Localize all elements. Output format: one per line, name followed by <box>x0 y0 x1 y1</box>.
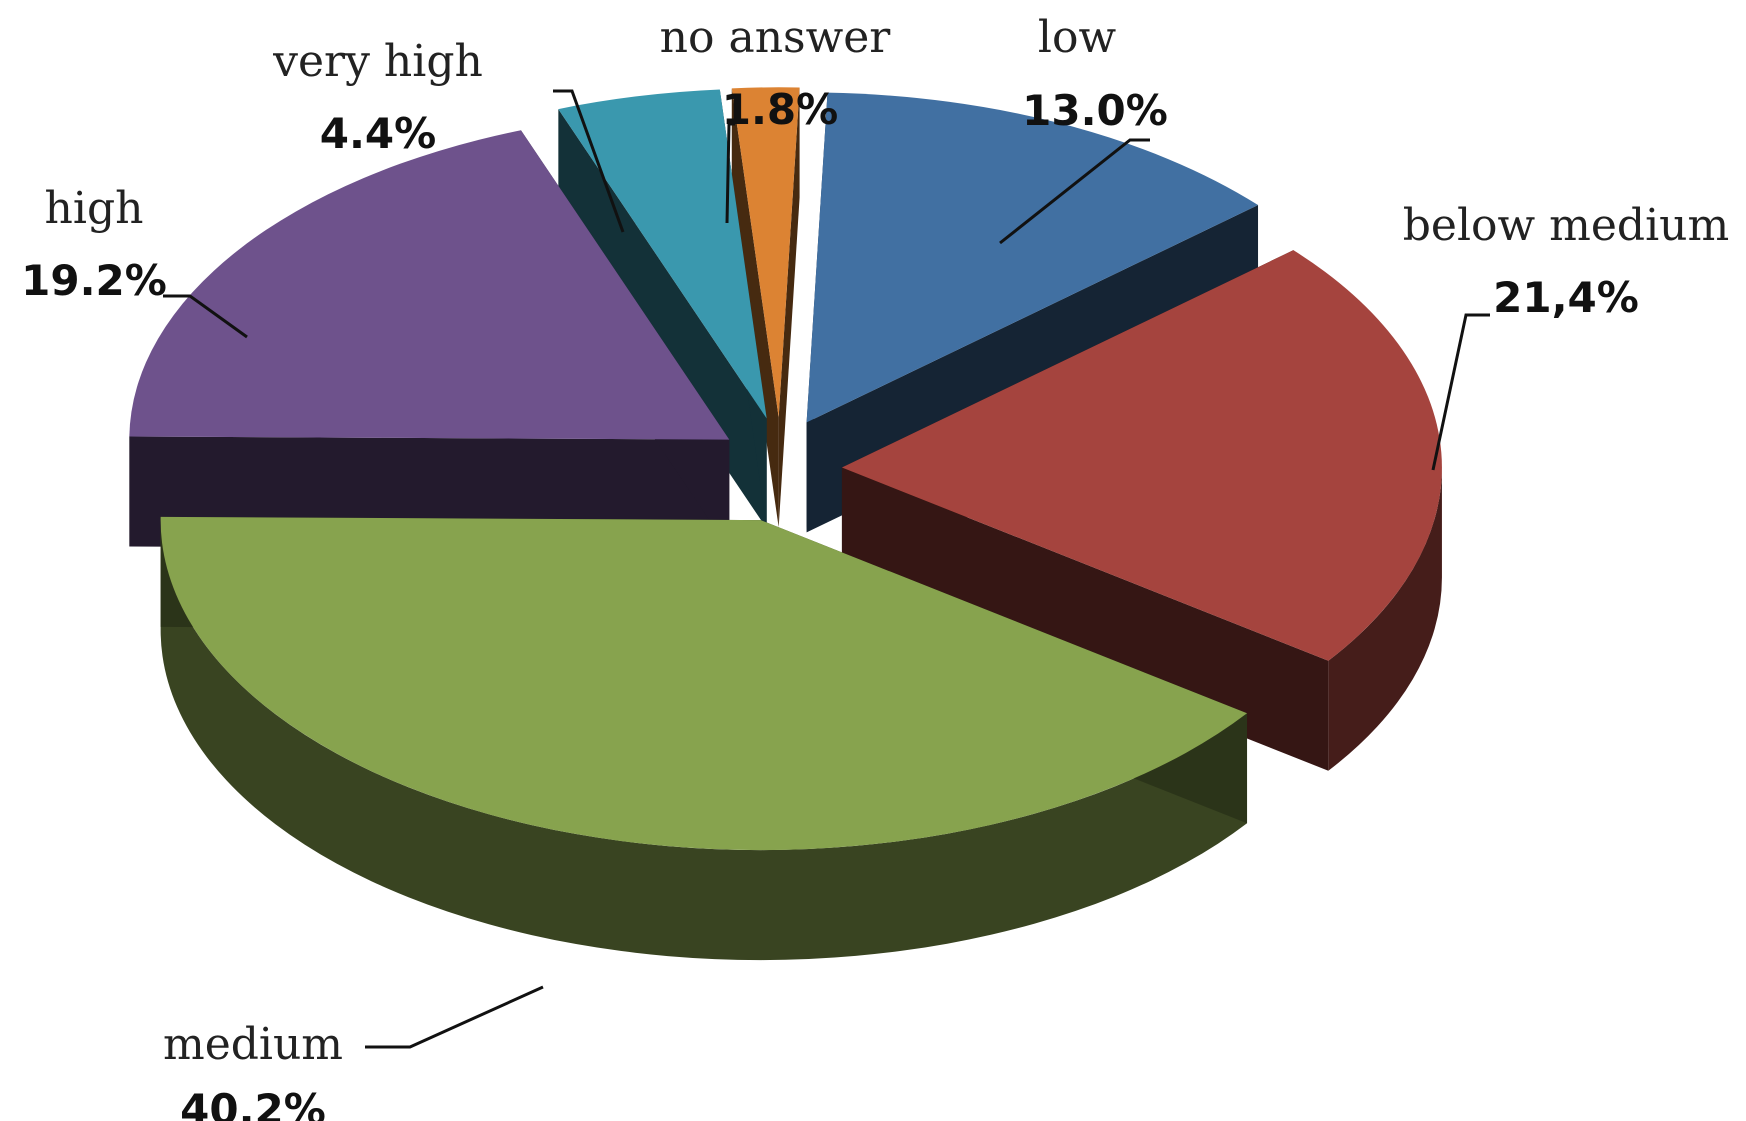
slice-side-medium <box>160 520 1248 961</box>
leader-line-high <box>163 294 248 339</box>
slice-cut-no-answer-end <box>778 87 800 528</box>
slice-low <box>806 92 1259 423</box>
slice-below-medium <box>841 250 1442 661</box>
category-label-high: high <box>45 183 144 234</box>
slice-cut-below-medium-end <box>841 467 1329 771</box>
label-leader-lines <box>163 89 1490 1049</box>
value-label-no-answer: 1.8% <box>722 85 838 134</box>
category-label-very-high: very high <box>272 36 483 87</box>
category-label-low: low <box>1038 12 1117 63</box>
slice-side-below-medium <box>1328 467 1442 771</box>
pie-top-faces <box>129 87 1442 851</box>
leader-line-below-medium <box>1431 313 1490 471</box>
slice-no-answer <box>731 87 800 418</box>
leader-line-very-high <box>553 89 625 233</box>
value-label-medium: 40.2% <box>180 1085 326 1121</box>
slice-high <box>129 130 730 440</box>
value-label-below-medium: 21,4% <box>1493 273 1639 322</box>
leader-line-low <box>999 138 1150 245</box>
value-label-very-high: 4.4% <box>320 109 436 158</box>
category-label-no-answer: no answer <box>660 12 892 63</box>
leader-line-medium <box>365 985 544 1049</box>
value-label-low: 13.0% <box>1022 86 1168 135</box>
slice-medium <box>160 516 1248 851</box>
slice-cut-no-answer-start <box>731 88 779 528</box>
slice-labels: low 13.0% below medium 21,4% medium 40.2% high… <box>21 12 1729 1121</box>
value-label-high: 19.2% <box>21 256 167 305</box>
category-label-medium: medium <box>163 1019 343 1070</box>
leader-line-no-answer <box>725 122 735 224</box>
category-label-below-medium: below medium <box>1403 200 1729 251</box>
slice-very-high <box>558 89 767 419</box>
